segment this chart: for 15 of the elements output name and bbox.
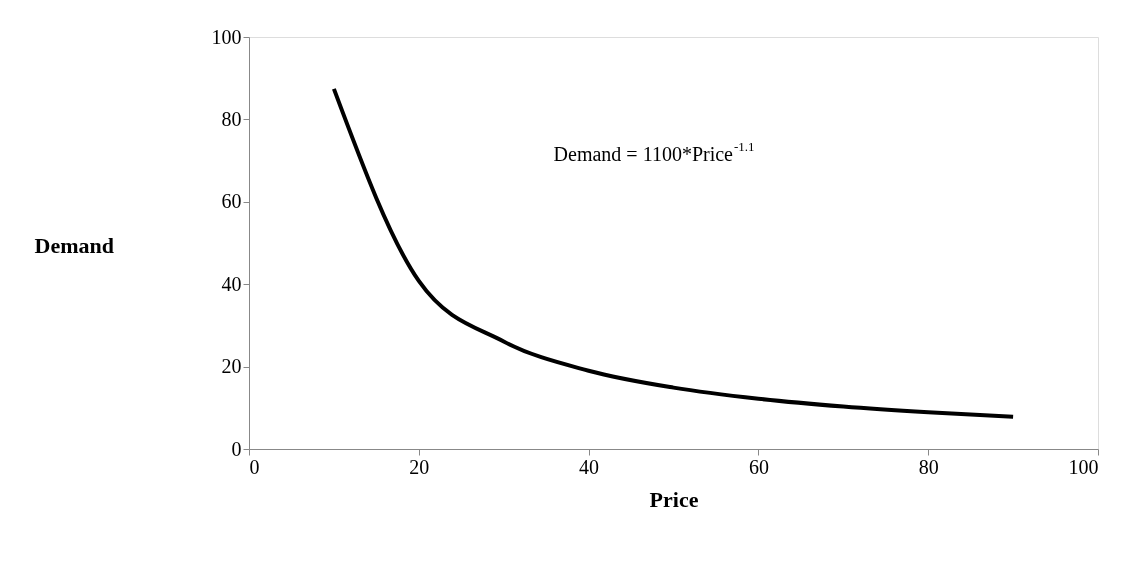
y-tick-label: 100: [211, 25, 242, 48]
y-tick-label: 60: [221, 190, 242, 213]
x-axis-title: Price: [649, 486, 699, 512]
y-tick-label: 20: [221, 355, 242, 378]
y-axis-title: Demand: [34, 232, 114, 258]
x-tick-label: 0: [249, 455, 260, 478]
line-series: [331, 86, 1016, 419]
x-tick-label: 80: [918, 455, 939, 478]
x-tick-label: 20: [409, 455, 430, 478]
y-tick-label: 80: [221, 107, 242, 130]
y-tick-label: 0: [231, 437, 242, 460]
y-tick-label: 40: [221, 272, 242, 295]
x-tick-label: 100: [1068, 455, 1099, 478]
x-tick-label: 40: [579, 455, 600, 478]
x-tick-label: 60: [748, 455, 769, 478]
